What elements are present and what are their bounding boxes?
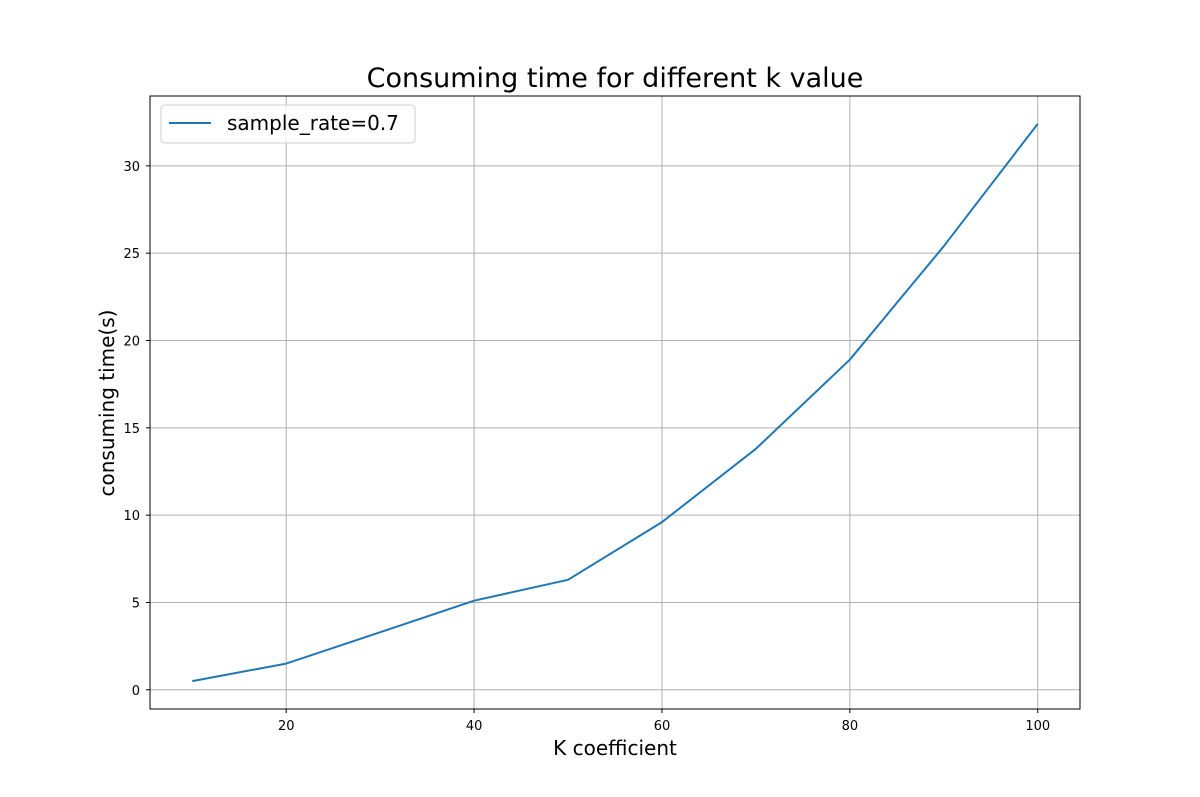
- x-tick-label: 60: [654, 719, 671, 734]
- x-tick-label: 100: [1025, 719, 1050, 734]
- y-tick-label: 0: [132, 684, 140, 699]
- y-tick-label: 30: [123, 160, 140, 175]
- y-axis-label: consuming time(s): [95, 310, 119, 497]
- legend-box: [160, 104, 416, 144]
- plot-frame: [149, 95, 1081, 710]
- series-layer: [192, 123, 1039, 683]
- y-tick-label: 25: [123, 247, 140, 262]
- y-tick-label: 5: [132, 596, 140, 611]
- legend-label: sample_rate=0.7: [227, 111, 399, 135]
- y-axis-ticks: 0 5 10 15 20 25 30: [123, 160, 150, 699]
- grid: [150, 96, 1080, 709]
- legend: sample_rate=0.7: [160, 104, 416, 144]
- x-tick-label: 40: [466, 719, 483, 734]
- y-tick-label: 15: [123, 422, 140, 437]
- series-line: [192, 123, 1039, 683]
- y-tick-label: 20: [123, 335, 140, 350]
- y-tick-label: 10: [123, 509, 140, 524]
- x-axis-ticks: 20 40 60 80 100: [278, 709, 1050, 734]
- x-tick-label: 20: [278, 719, 295, 734]
- x-axis-label: K coefficient: [553, 736, 677, 760]
- chart-title: Consuming time for different k value: [367, 63, 864, 94]
- x-tick-label: 80: [842, 719, 859, 734]
